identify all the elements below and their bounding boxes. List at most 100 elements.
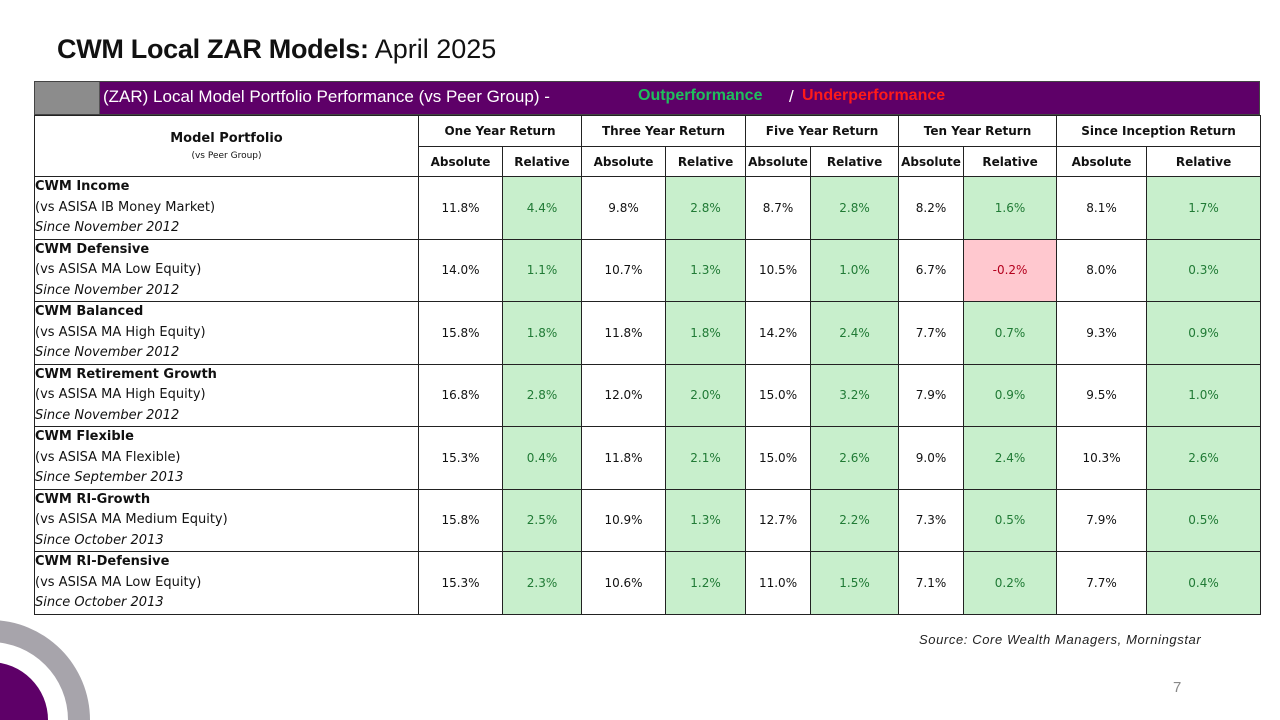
absolute-return-cell: 8.2%: [898, 176, 965, 240]
portfolio-name: CWM Retirement Growth: [35, 366, 217, 382]
absolute-return-cell: 9.5%: [1056, 363, 1148, 427]
page-number: 7: [1173, 679, 1182, 696]
absolute-return-cell: 7.3%: [898, 488, 965, 552]
absolute-return-cell: 11.8%: [581, 301, 667, 365]
absolute-return-cell: 15.0%: [745, 426, 812, 490]
table-row: CWM Flexible (vs ASISA MA Flexible) Since …: [34, 426, 1262, 490]
header-absolute: Absolute: [898, 146, 965, 177]
absolute-return-cell: 15.8%: [418, 488, 503, 552]
absolute-return-cell: 8.7%: [745, 176, 812, 240]
inception-date: Since November 2012: [35, 282, 180, 298]
header-relative: Relative: [665, 146, 747, 177]
portfolio-cell: CWM Retirement Growth (vs ASISA MA High E…: [34, 363, 419, 427]
peer-group: (vs ASISA MA High Equity): [35, 387, 206, 402]
absolute-return-cell: 15.8%: [418, 301, 503, 365]
legend-separator: /: [789, 87, 794, 106]
relative-return-cell: 1.8%: [501, 301, 583, 365]
peer-group: (vs ASISA MA Low Equity): [35, 262, 202, 277]
relative-return-cell: 1.1%: [501, 238, 583, 302]
absolute-return-cell: 15.0%: [745, 363, 812, 427]
portfolio-name: CWM RI-Defensive: [35, 554, 170, 569]
table-row: CWM Defensive (vs ASISA MA Low Equity) Sin…: [34, 238, 1262, 302]
header-model-portfolio-sub: (vs Peer Group): [191, 151, 262, 161]
title-rest: April 2025: [368, 34, 497, 64]
absolute-return-cell: 7.9%: [898, 363, 965, 427]
relative-return-cell: 2.3%: [501, 551, 583, 615]
header-group: Five Year Return: [745, 115, 900, 147]
relative-return-cell: 0.3%: [1146, 238, 1262, 302]
table-row: CWM RI-Growth (vs ASISA MA Medium Equity)…: [34, 488, 1262, 552]
relative-return-cell: 1.3%: [665, 238, 747, 302]
portfolio-name: CWM RI-Growth: [35, 491, 151, 507]
absolute-return-cell: 11.0%: [745, 551, 812, 615]
title-bold: CWM Local ZAR Models:: [57, 34, 369, 64]
relative-return-cell: 1.3%: [665, 488, 747, 552]
table-row: CWM RI-Defensive (vs ASISA MA Low Equity)…: [34, 551, 1262, 615]
peer-group: (vs ASISA MA Medium Equity): [35, 512, 228, 527]
inception-date: Since September 2013: [35, 470, 184, 485]
relative-return-cell: 2.1%: [665, 426, 747, 490]
header-group: Ten Year Return: [898, 115, 1058, 147]
relative-return-cell: 1.0%: [810, 238, 900, 302]
banner-text: (ZAR) Local Model Portfolio Performance …: [103, 87, 550, 106]
absolute-return-cell: 7.7%: [1056, 551, 1148, 615]
header-relative: Relative: [963, 146, 1058, 177]
relative-return-cell: 0.4%: [1146, 551, 1262, 615]
relative-return-cell: 1.8%: [665, 301, 747, 365]
banner-swatch: [35, 82, 100, 114]
portfolio-cell: CWM Balanced (vs ASISA MA High Equity) Sin…: [34, 301, 419, 365]
relative-return-cell: 2.5%: [501, 488, 583, 552]
absolute-return-cell: 15.3%: [418, 551, 503, 615]
legend-outperformance: Outperformance: [638, 87, 763, 104]
relative-return-cell: 2.8%: [810, 176, 900, 240]
absolute-return-cell: 9.8%: [581, 176, 667, 240]
absolute-return-cell: 11.8%: [581, 426, 667, 490]
absolute-return-cell: 10.9%: [581, 488, 667, 552]
relative-return-cell: 0.7%: [963, 301, 1058, 365]
relative-return-cell: 4.4%: [501, 176, 583, 240]
absolute-return-cell: 7.9%: [1056, 488, 1148, 552]
relative-return-cell: 2.0%: [665, 363, 747, 427]
peer-group: (vs ASISA IB Money Market): [35, 199, 216, 215]
absolute-return-cell: 10.7%: [581, 238, 667, 302]
relative-return-cell: 2.4%: [810, 301, 900, 365]
relative-return-cell: 0.2%: [963, 551, 1058, 615]
inception-date: Since October 2013: [35, 595, 164, 610]
relative-return-cell: 0.5%: [1146, 488, 1262, 552]
table-row: CWM Retirement Growth (vs ASISA MA High E…: [34, 363, 1262, 427]
absolute-return-cell: 10.3%: [1056, 426, 1148, 490]
relative-return-cell: 1.5%: [810, 551, 900, 615]
relative-return-cell: 0.5%: [963, 488, 1058, 552]
portfolio-cell: CWM Defensive (vs ASISA MA Low Equity) Sin…: [34, 238, 419, 302]
absolute-return-cell: 9.3%: [1056, 301, 1148, 365]
purple-quarter-shape: [0, 662, 48, 720]
table-row: CWM Income (vs ASISA IB Money Market) Sinc…: [34, 176, 1262, 240]
header-model-portfolio-label: Model Portfolio: [170, 131, 283, 146]
relative-return-cell: 2.2%: [810, 488, 900, 552]
relative-return-cell: 3.2%: [810, 363, 900, 427]
peer-group: (vs ASISA MA Low Equity): [35, 574, 202, 590]
relative-return-cell: 1.2%: [665, 551, 747, 615]
portfolio-name: CWM Flexible: [35, 429, 134, 444]
portfolio-name: CWM Defensive: [35, 241, 150, 257]
portfolio-name: CWM Balanced: [35, 304, 144, 319]
inception-date: Since November 2012: [35, 220, 180, 235]
inception-date: Since November 2012: [35, 345, 180, 360]
absolute-return-cell: 6.7%: [898, 238, 965, 302]
header-relative: Relative: [810, 146, 900, 177]
absolute-return-cell: 16.8%: [418, 363, 503, 427]
absolute-return-cell: 14.0%: [418, 238, 503, 302]
absolute-return-cell: 12.7%: [745, 488, 812, 552]
absolute-return-cell: 10.5%: [745, 238, 812, 302]
relative-return-cell: 1.7%: [1146, 176, 1262, 240]
legend-underperformance: Underperformance: [802, 87, 946, 104]
relative-return-cell: 2.6%: [1146, 426, 1262, 490]
header-group: One Year Return: [417, 115, 583, 147]
absolute-return-cell: 9.0%: [898, 426, 965, 490]
relative-return-cell: 2.8%: [501, 363, 583, 427]
absolute-return-cell: 11.8%: [418, 176, 503, 240]
header-absolute: Absolute: [1056, 146, 1148, 177]
absolute-return-cell: 7.1%: [898, 551, 965, 615]
relative-return-cell: 2.6%: [810, 426, 900, 490]
table-banner: (ZAR) Local Model Portfolio Performance …: [34, 81, 1260, 115]
